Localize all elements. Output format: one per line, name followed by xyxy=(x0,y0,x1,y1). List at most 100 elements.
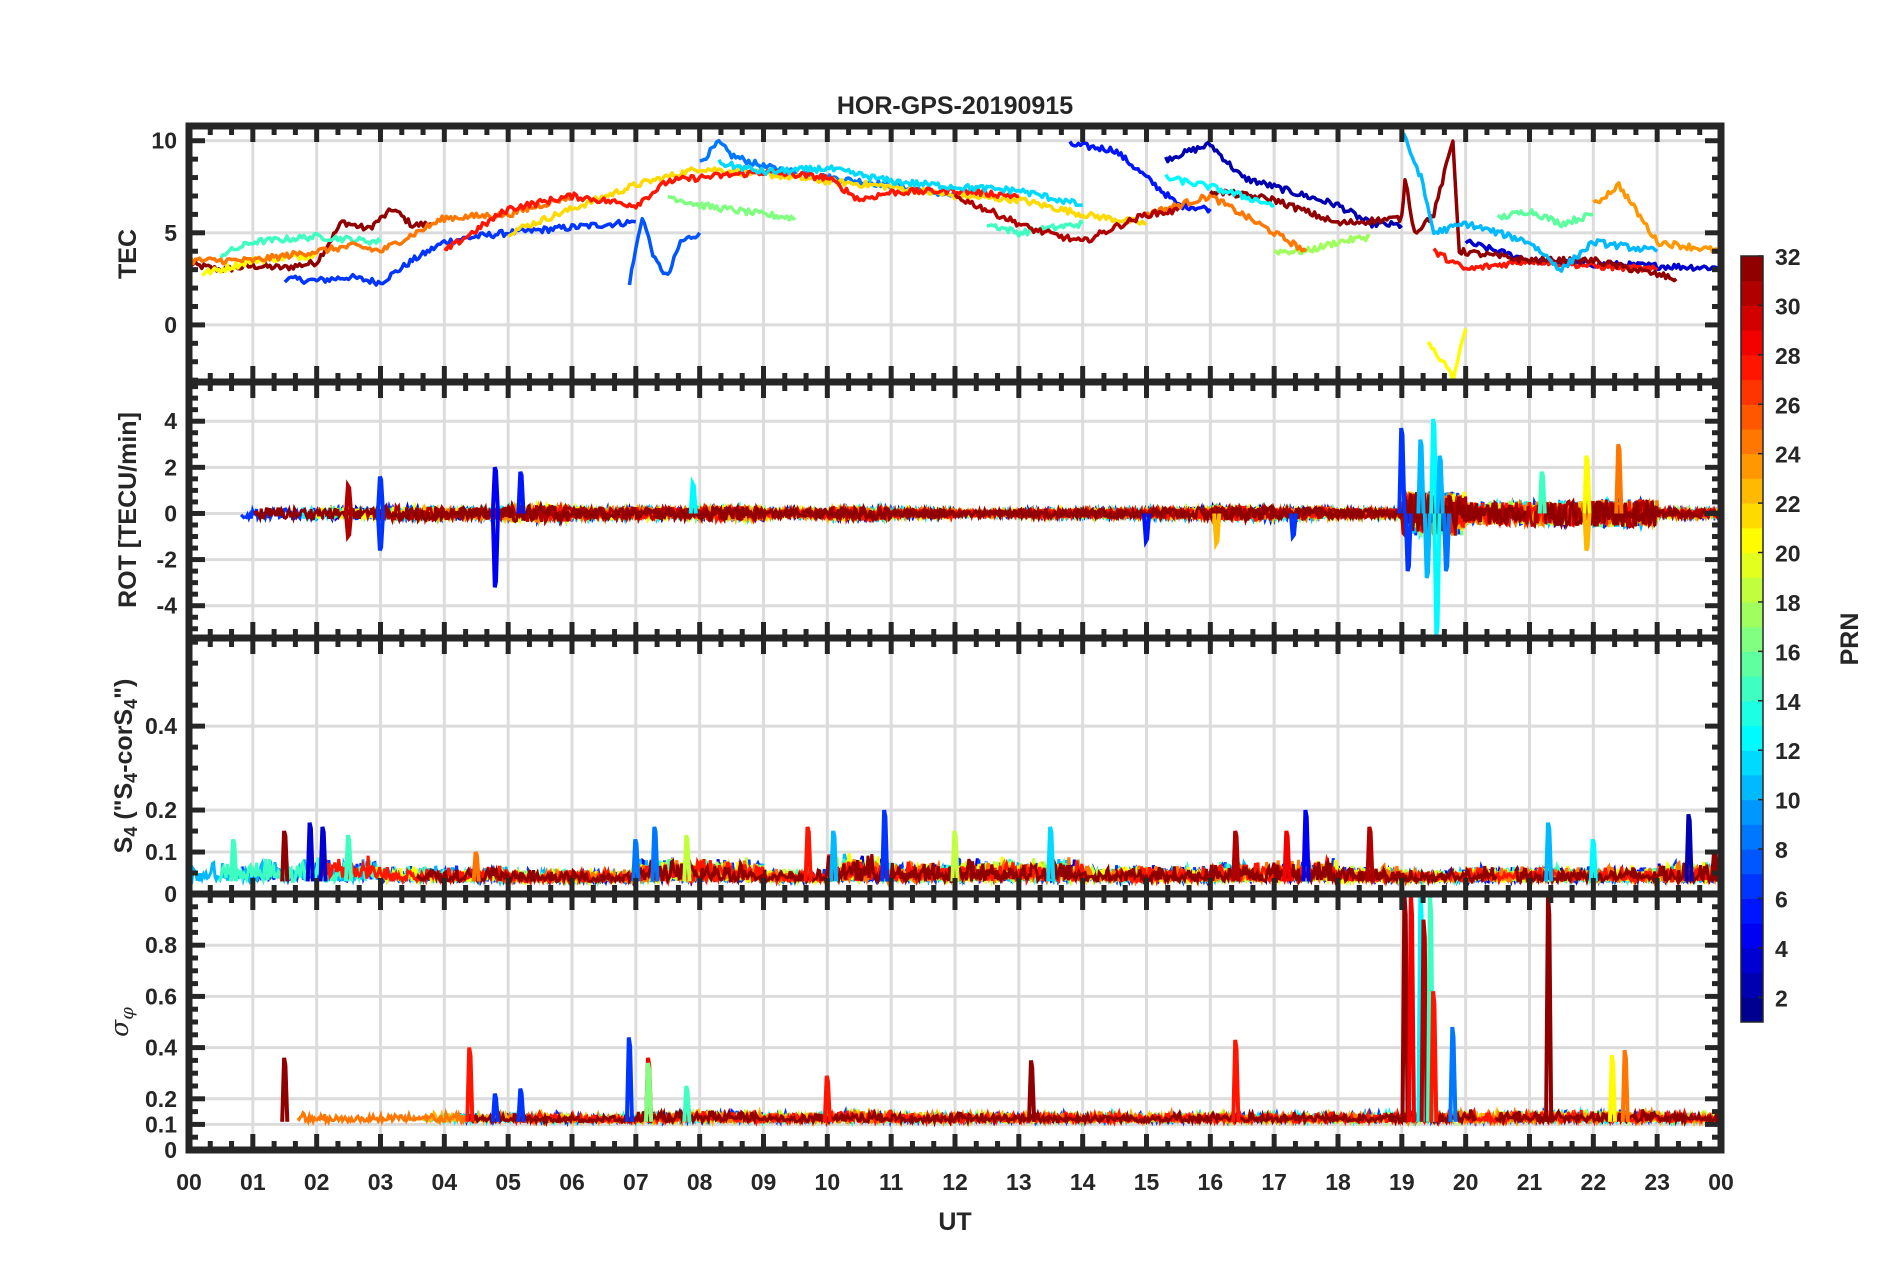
colorbar-swatch xyxy=(1741,651,1763,677)
y-tick-label: 0.1 xyxy=(145,839,177,865)
colorbar-swatch xyxy=(1741,330,1763,356)
colorbar-tick-label: 24 xyxy=(1775,442,1801,468)
spike-prn-22 xyxy=(1582,513,1592,552)
colorbar-swatch xyxy=(1741,972,1763,998)
colorbar-swatch xyxy=(1741,873,1763,899)
colorbar-swatch xyxy=(1741,676,1763,702)
y-tick-label: -2 xyxy=(157,547,177,573)
y-tick-label: 0.1 xyxy=(145,1111,177,1137)
spike-prn-14 xyxy=(682,1085,692,1122)
spike-prn-14 xyxy=(229,838,239,882)
colorbar-swatch xyxy=(1741,503,1763,529)
colorbar-swatch xyxy=(1741,799,1763,825)
colorbar-swatch xyxy=(1741,947,1763,974)
spike-prn-20 xyxy=(1607,1054,1617,1122)
spike-prn-24 xyxy=(471,851,481,882)
spike-prn-22 xyxy=(1212,513,1222,551)
spike-prn-32 xyxy=(280,830,290,882)
spike-prn-31 xyxy=(1544,894,1554,1122)
y-label-subscript: 4 xyxy=(121,699,141,709)
colorbar-swatch xyxy=(1741,478,1763,504)
y-tick-label: 0.2 xyxy=(145,1086,177,1112)
y-tick-label: 0 xyxy=(164,500,177,526)
spike-prn-6 xyxy=(516,1088,526,1122)
series-prn-20 xyxy=(1427,328,1468,382)
spike-prn-10 xyxy=(1544,822,1554,882)
colorbar-tick-label: 8 xyxy=(1775,837,1788,863)
colorbar-tick-label: 32 xyxy=(1775,244,1801,270)
y-label-subscript: φ xyxy=(117,1007,138,1020)
spike-prn-3 xyxy=(305,822,315,882)
spike-prn-6 xyxy=(1403,513,1413,572)
colorbar-swatch xyxy=(1741,552,1763,578)
y-tick-label: 4 xyxy=(164,408,177,434)
y-tick-label: 5 xyxy=(164,220,177,246)
colorbar-tick-label: 16 xyxy=(1775,639,1801,665)
colorbar-swatch xyxy=(1741,898,1763,924)
colorbar-swatch xyxy=(1741,404,1763,430)
x-tick-label: 19 xyxy=(1389,1169,1415,1195)
y-axis-label: TEC xyxy=(114,229,142,279)
spike-prn-10 xyxy=(829,830,839,882)
y-tick-label: 0.6 xyxy=(145,983,177,1009)
panel-sigma_phi: 00.10.2 0.4 0.6 0.8 σφ xyxy=(105,890,1725,1163)
spike-prn-27 xyxy=(1429,991,1439,1122)
spike-prn-12 xyxy=(688,476,698,514)
colorbar-tick-label: 28 xyxy=(1775,343,1801,369)
y-axis-label: S4 ("S4-corS4") xyxy=(110,679,141,854)
x-tick-label: 14 xyxy=(1070,1169,1096,1195)
series-prn-24 xyxy=(1145,192,1308,253)
spike-prn-6 xyxy=(880,809,890,882)
series-prn-32 xyxy=(1543,498,1721,531)
spike-prn-20 xyxy=(1582,455,1592,514)
series-prn-27 xyxy=(443,168,1020,252)
series-prn-32 xyxy=(467,1107,1478,1128)
spike-prn-10 xyxy=(1416,439,1426,514)
series-prn-16 xyxy=(667,194,797,222)
y-axis-label: σφ xyxy=(105,1007,138,1037)
colorbar-tick-label: 14 xyxy=(1775,689,1801,715)
colorbar-tick-label: 6 xyxy=(1775,886,1788,912)
series-prn-30 xyxy=(953,193,1180,244)
x-tick-label: 06 xyxy=(559,1169,585,1195)
x-tick-label: 02 xyxy=(304,1169,330,1195)
colorbar-swatch xyxy=(1741,750,1763,776)
spike-prn-10 xyxy=(1435,455,1445,514)
colorbar-tick-label: 26 xyxy=(1775,392,1801,418)
spike-prn-11 xyxy=(1046,826,1056,882)
colorbar-tick-label: 2 xyxy=(1775,985,1788,1011)
colorbar-swatch xyxy=(1741,453,1763,479)
x-tick-label: 22 xyxy=(1581,1169,1607,1195)
y-label-part: -corS xyxy=(110,709,138,773)
x-tick-label: 01 xyxy=(240,1169,266,1195)
colorbar-swatch xyxy=(1741,305,1763,331)
y-tick-label: 2 xyxy=(164,454,177,480)
spike-prn-28 xyxy=(1282,830,1292,882)
colorbar-tick-label: 10 xyxy=(1775,788,1801,814)
spike-prn-27 xyxy=(803,826,813,882)
series-prn-7 xyxy=(627,216,702,286)
spike-prn-5 xyxy=(1141,513,1152,549)
series-prn-24 xyxy=(189,194,574,266)
x-tick-label: 07 xyxy=(623,1169,649,1195)
spike-prn-27 xyxy=(1231,1039,1241,1122)
x-tick-label: 11 xyxy=(879,1169,904,1195)
y-label-part: S xyxy=(110,837,138,854)
colorbar-swatch xyxy=(1741,354,1763,381)
series-group xyxy=(189,809,1721,888)
spike-prn-6 xyxy=(490,1093,500,1122)
spike-prn-28 xyxy=(1406,894,1416,1122)
spike-prn-8 xyxy=(650,826,660,882)
series-prn-12 xyxy=(1164,173,1275,208)
spike-prn-8 xyxy=(1442,513,1452,572)
spike-prn-4 xyxy=(1301,809,1311,882)
spike-prn-30 xyxy=(344,513,354,543)
colorbar-swatch xyxy=(1741,997,1763,1023)
colorbar-tick-label: 4 xyxy=(1775,936,1788,962)
x-tick-label: 13 xyxy=(1006,1169,1032,1195)
series-prn-17 xyxy=(1273,233,1371,256)
series-prn-31 xyxy=(1209,139,1678,283)
series-group xyxy=(280,894,1721,1128)
